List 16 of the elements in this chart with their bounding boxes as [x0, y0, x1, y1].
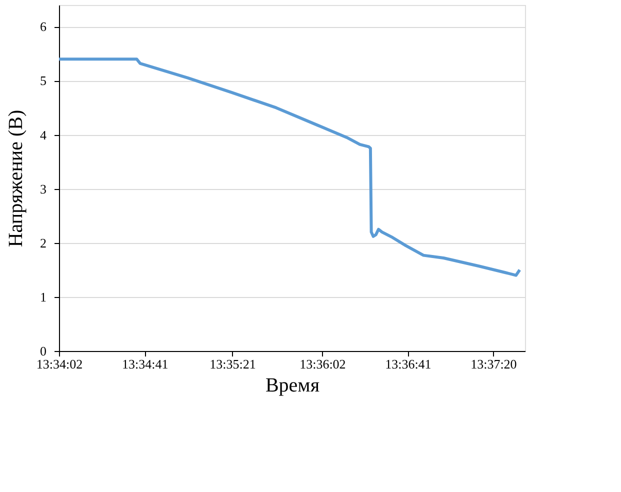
x-tick-label: 13:35:21: [210, 356, 256, 372]
y-tick-label: 2: [40, 235, 46, 250]
x-tick-label: 13:36:41: [385, 356, 432, 372]
y-axis-title: Напряжение (В): [5, 110, 27, 248]
y-tick-label: 1: [40, 289, 46, 304]
x-tick-label: 13:37:20: [470, 356, 517, 372]
x-axis-title: Время: [265, 374, 320, 396]
y-tick-label: 4: [40, 127, 47, 142]
y-tick-label: 6: [40, 19, 47, 34]
x-tick-label: 13:34:41: [122, 356, 168, 372]
x-tick-label: 13:34:02: [36, 356, 83, 372]
y-tick-label: 3: [40, 181, 46, 196]
line-series: [58, 58, 522, 277]
y-tick-label: 0: [40, 344, 46, 358]
y-tick-label: 5: [40, 73, 46, 88]
x-tick-label: 13:36:02: [300, 356, 346, 372]
